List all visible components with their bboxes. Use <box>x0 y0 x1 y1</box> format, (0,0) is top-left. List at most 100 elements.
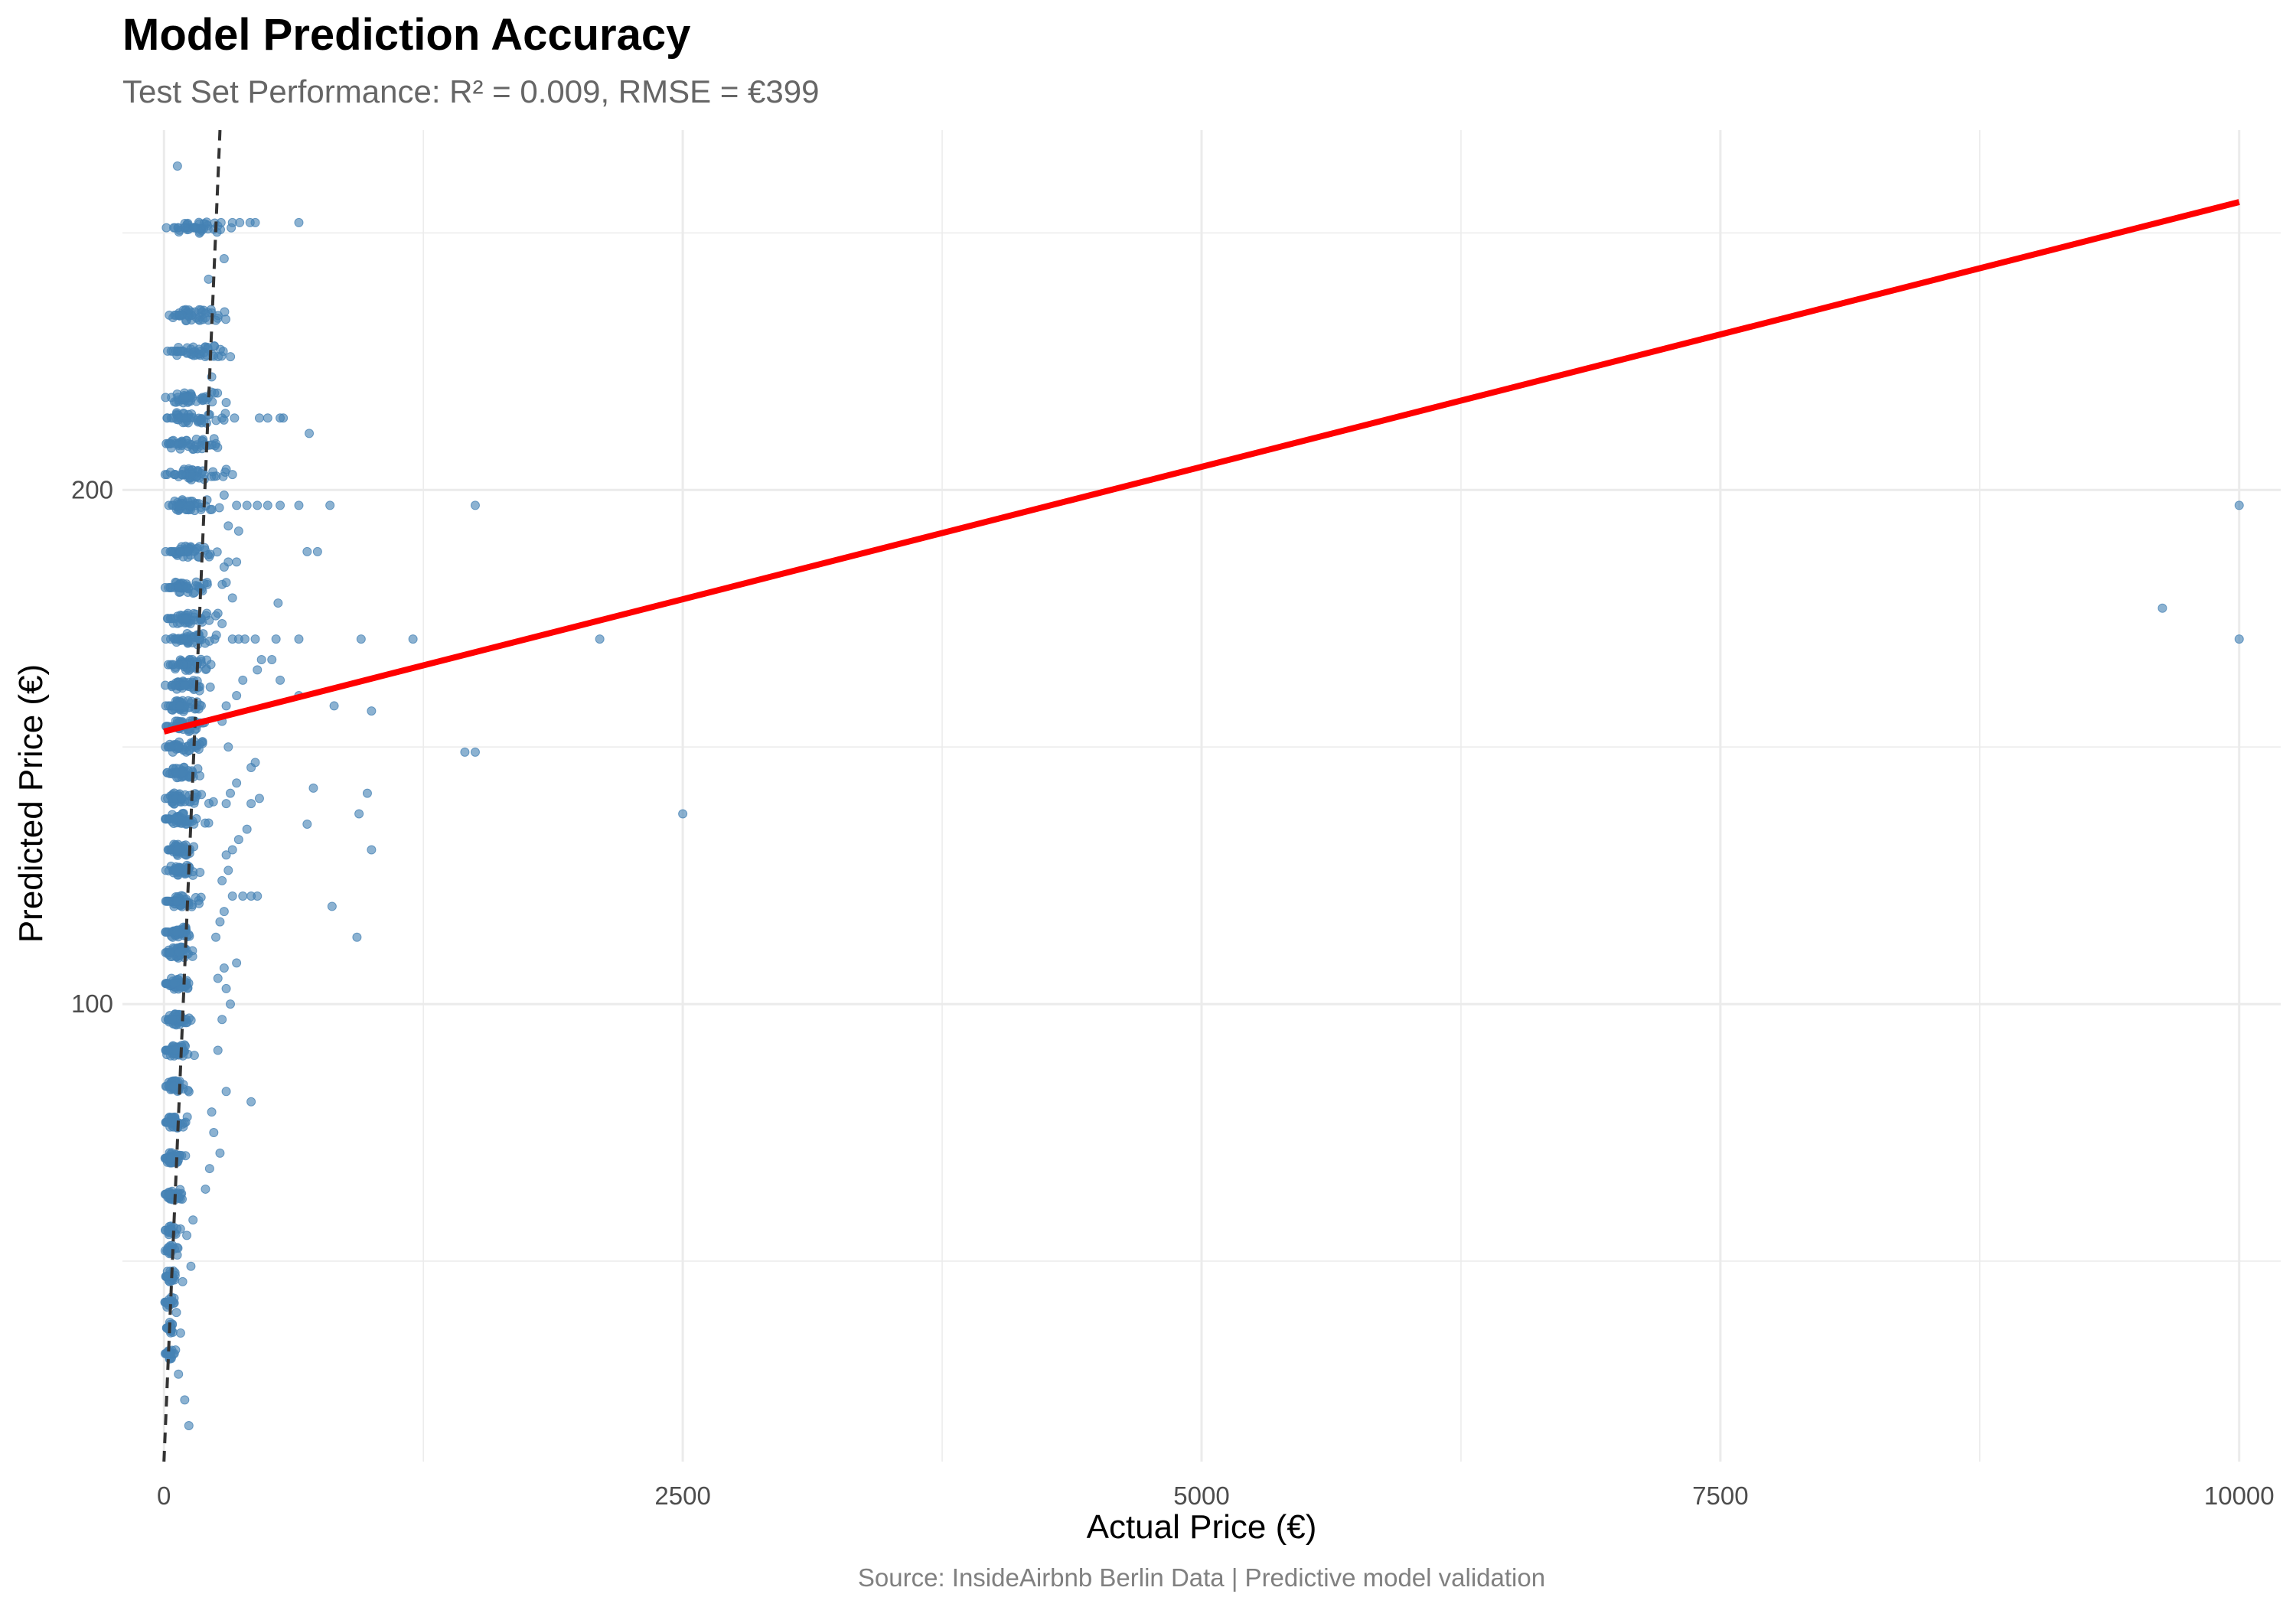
scatter-point <box>174 660 184 670</box>
scatter-point <box>161 865 171 875</box>
scatter-point <box>161 393 171 403</box>
scatter-point <box>217 618 227 628</box>
scatter-point <box>221 799 231 809</box>
scatter-point <box>161 979 171 989</box>
scatter-point <box>302 546 312 556</box>
scatter-point <box>232 500 242 510</box>
scatter-point <box>188 951 197 961</box>
scatter-point <box>186 344 196 354</box>
scatter-point <box>182 1231 192 1240</box>
scatter-point <box>223 742 233 752</box>
scatter-point <box>367 845 377 855</box>
scatter-point <box>171 1308 181 1318</box>
scatter-point <box>160 582 170 592</box>
scatter-point <box>182 1112 192 1122</box>
scatter-point <box>175 1328 185 1338</box>
scatter-point <box>2157 603 2167 613</box>
scatter-point <box>254 413 264 423</box>
y-axis-ticks: 100 200 <box>71 475 113 1018</box>
scatter-point <box>308 783 318 793</box>
scatter-point <box>226 352 236 362</box>
scatter-point <box>2234 634 2244 644</box>
scatter-point <box>173 845 183 855</box>
scatter-point <box>180 680 190 690</box>
scatter-point <box>174 310 184 320</box>
scatter-point <box>167 680 177 690</box>
scatter-point <box>161 223 171 233</box>
scatter-point <box>219 907 229 917</box>
scatter-point <box>169 1348 179 1358</box>
scatter-point <box>201 663 211 673</box>
scatter-point <box>595 634 605 644</box>
scatter-point <box>235 217 245 227</box>
scatter-point <box>246 1097 256 1107</box>
scatter-point <box>174 1369 184 1379</box>
scatter-point <box>166 742 176 752</box>
scatter-point <box>174 500 184 510</box>
scatter-point <box>226 999 235 1009</box>
scatter-point <box>204 798 214 808</box>
scatter-point <box>279 413 289 423</box>
scatter-point <box>232 690 242 700</box>
scatter-point <box>221 1087 231 1097</box>
scatter-point <box>175 701 185 711</box>
scatter-point <box>294 217 304 227</box>
scatter-point <box>227 634 237 644</box>
y-tick-label: 200 <box>71 475 113 504</box>
scatter-point <box>164 1189 174 1199</box>
scatter-point <box>215 917 225 927</box>
scatter-point <box>213 608 223 618</box>
reference-line <box>162 129 222 1462</box>
scatter-point <box>178 1276 188 1286</box>
x-axis-title: Actual Price (€) <box>1087 1508 1317 1546</box>
scatter-point <box>354 809 364 819</box>
scatter-point <box>276 675 285 685</box>
scatter-point <box>210 388 220 398</box>
scatter-point <box>213 1045 223 1055</box>
scatter-point <box>221 464 231 474</box>
scatter-point <box>246 799 256 809</box>
scatter-point <box>227 892 237 901</box>
scatter-point <box>161 546 171 556</box>
scatter-point <box>215 1148 225 1158</box>
y-axis-title: Predicted Price (€) <box>12 664 50 943</box>
x-tick-label: 7500 <box>1692 1482 1748 1510</box>
scatter-point <box>227 593 237 603</box>
scatter-point <box>207 504 217 514</box>
scatter-point <box>217 351 227 361</box>
scatter-point <box>166 413 176 423</box>
scatter-point <box>169 814 179 824</box>
scatter-point <box>173 223 183 233</box>
y-tick-label: 100 <box>71 989 113 1018</box>
scatter-point <box>294 500 304 510</box>
scatter-point <box>184 305 194 315</box>
scatter-point <box>205 682 215 692</box>
scatter-point <box>174 947 184 957</box>
scatter-point <box>216 217 226 227</box>
scatter-point <box>325 500 335 510</box>
scatter-point <box>199 347 209 357</box>
scatter-point <box>162 1272 172 1282</box>
scatter-point <box>232 557 242 567</box>
scatter-point <box>460 747 470 757</box>
scatter-point <box>678 809 688 819</box>
scatter-point <box>162 470 172 480</box>
scatter-point <box>212 547 222 557</box>
scatter-point <box>221 983 231 993</box>
scatter-point <box>226 788 235 798</box>
scatter-point <box>204 1164 214 1174</box>
x-tick-label: 0 <box>157 1482 171 1510</box>
scatter-point <box>253 500 263 510</box>
scatter-point <box>253 665 263 675</box>
scatter-point <box>192 416 202 425</box>
scatter-point <box>302 819 312 829</box>
scatter-point <box>204 615 214 625</box>
scatter-point <box>180 614 190 624</box>
scatter-point <box>227 470 237 480</box>
scatter-point <box>211 932 221 942</box>
scatter-point <box>250 634 260 644</box>
scatter-point <box>327 901 337 911</box>
scatter-point <box>180 1395 190 1405</box>
scatter-point <box>175 546 185 556</box>
scatter-point <box>204 274 214 284</box>
